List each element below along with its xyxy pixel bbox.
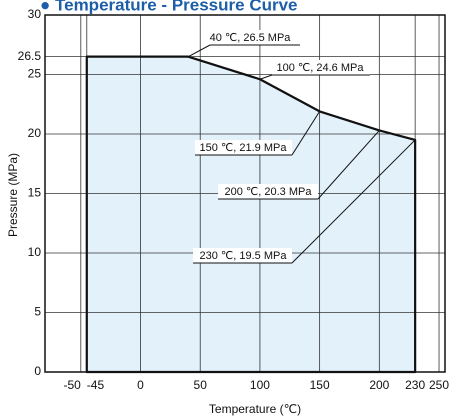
x-tick-label: -45 [87,378,105,392]
y-tick-label: 0 [34,364,41,378]
x-tick-label: 250 [429,378,449,392]
annotation-leader [317,130,380,200]
annotation-leader [291,139,416,264]
y-tick-label: 20 [28,126,42,140]
y-tick-label: 10 [28,245,42,259]
annotation-leader [291,111,321,156]
y-tick-label: 15 [28,186,42,200]
annotation-bg [272,60,370,75]
annotation: 150 ℃, 21.9 MPa [200,142,288,154]
x-tick-label: 200 [369,378,389,392]
x-tick-label: 100 [250,378,270,392]
x-axis-label: Temperature (℃) [209,402,301,416]
annotation-bg [218,184,318,199]
y-tick-label: 5 [34,305,41,319]
annotation-bg [193,248,292,263]
annotation-bg [210,30,300,45]
annotation: 200 ℃, 20.3 MPa [225,186,313,198]
annotation: 230 ℃, 19.5 MPa [200,250,288,262]
annotation-bg [195,140,292,155]
annotation-leader [188,44,211,58]
x-tick-label: 150 [310,378,330,392]
chart-title: ● Temperature - Pressure Curve [40,0,298,14]
annotation-leader [259,74,273,80]
y-tick-label: 30 [28,7,42,21]
y-axis-label: Pressure (MPa) [6,153,20,237]
x-tick-label: 0 [137,378,144,392]
area-fill [86,56,416,373]
annotation: 40 ℃, 26.5 MPa [210,32,292,44]
y-tick-label: 26.5 [18,49,42,63]
x-tick-label: 50 [194,378,208,392]
annotation: 100 ℃, 24.6 MPa [277,62,365,74]
x-tick-label: 230 [405,378,425,392]
x-tick-label: -50 [63,378,81,392]
y-tick-label: 25 [28,67,42,81]
